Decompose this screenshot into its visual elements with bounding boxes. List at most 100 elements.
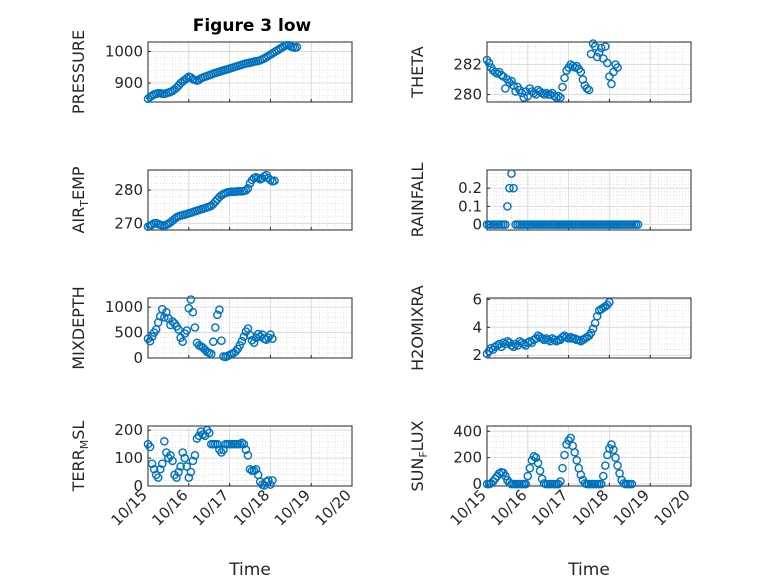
data-point <box>594 48 604 57</box>
subplot-mixdepth: 0 500 1000 MIXDEPTH <box>69 286 353 370</box>
data-point <box>253 329 263 339</box>
y-axis-label-subscript: F <box>417 451 430 457</box>
data-point <box>601 42 610 51</box>
data-point <box>204 428 214 438</box>
data-point <box>590 42 600 51</box>
data-point <box>556 93 565 102</box>
subplot-rainfall: 00.10.2 RAINFALL <box>408 163 692 237</box>
data-point <box>245 464 255 474</box>
data-point <box>496 70 506 80</box>
data-point <box>190 451 200 460</box>
data-point <box>627 479 637 489</box>
data-point <box>168 317 177 326</box>
data-point <box>531 453 541 462</box>
data-point <box>231 347 241 356</box>
data-point <box>292 42 302 52</box>
data-point <box>582 84 592 93</box>
data-point <box>178 448 187 457</box>
data-point <box>259 172 269 181</box>
data-point <box>537 334 547 343</box>
data-point <box>613 63 622 72</box>
data-point <box>556 477 565 486</box>
data-point <box>266 175 275 185</box>
data-point <box>505 183 514 193</box>
data-point <box>588 324 598 333</box>
data-point <box>586 328 596 338</box>
subplot-h2omixra: 2 4 6 H2OMIXRA <box>408 285 692 371</box>
data-point <box>609 445 618 455</box>
data-point <box>253 173 263 183</box>
data-point <box>592 52 602 62</box>
data-point <box>184 473 194 482</box>
data-point <box>507 341 516 350</box>
data-point <box>509 183 518 193</box>
data-point <box>484 58 494 68</box>
data-point <box>633 220 643 229</box>
data-point <box>611 453 620 462</box>
plot-area <box>148 42 352 102</box>
y-axis-label-main: PRESSURE <box>69 30 88 114</box>
data-point <box>172 473 181 482</box>
x-tick-label: 10/20 <box>312 486 355 529</box>
data-point <box>564 334 573 343</box>
data-point <box>157 459 167 468</box>
data-point <box>558 82 567 92</box>
y-tick-label: 200 <box>453 449 482 467</box>
y-tick-label: 0 <box>133 349 143 367</box>
x-tick-label: 10/16 <box>148 486 191 529</box>
data-point <box>237 438 247 448</box>
data-point <box>235 340 245 350</box>
x-tick-label: 10/18 <box>230 486 273 529</box>
data-point <box>521 479 531 489</box>
data-point <box>537 88 547 98</box>
data-point <box>182 74 192 83</box>
axes-frame <box>486 425 692 487</box>
data-point <box>266 330 275 339</box>
data-point <box>251 464 261 474</box>
data-point <box>552 336 561 346</box>
y-axis-label-rest: EMP <box>69 166 88 200</box>
data-point <box>550 335 559 345</box>
data-point <box>145 442 155 452</box>
data-point <box>211 323 220 332</box>
data-point <box>523 471 533 481</box>
data-point <box>507 169 516 178</box>
y-axis-label-main: THETA <box>408 46 427 98</box>
data-point <box>507 76 516 86</box>
data-point <box>213 310 222 320</box>
data-point <box>596 479 606 489</box>
axes-frame <box>486 41 692 103</box>
y-tick-label: 280 <box>114 181 143 199</box>
data-point <box>219 445 228 455</box>
data-point <box>566 433 575 443</box>
y-axis-label-main: TERR <box>69 449 88 492</box>
axes-frame <box>486 169 692 231</box>
data-point <box>243 184 253 193</box>
data-point <box>160 437 169 446</box>
data-point <box>574 335 584 345</box>
data-point <box>266 480 275 489</box>
data-point <box>576 470 586 480</box>
data-point <box>239 439 249 449</box>
data-point <box>562 332 571 342</box>
x-tick-label: 10/20 <box>651 486 694 529</box>
x-axis-label: Time <box>228 560 271 580</box>
plot-area <box>487 426 691 486</box>
x-tick-label: 10/15 <box>447 486 490 529</box>
data-point <box>194 431 204 441</box>
y-tick-label: 0 <box>472 216 482 234</box>
data-point <box>262 335 271 344</box>
data-point <box>213 439 222 449</box>
figure-title: Figure 3 low <box>193 16 312 36</box>
data-point <box>560 450 569 460</box>
y-axis-label-subscript: T <box>78 200 91 208</box>
data-point <box>217 336 226 346</box>
data-point <box>572 455 582 465</box>
data-point <box>558 332 567 342</box>
y-axis-label-rest: SL <box>69 421 88 440</box>
y-tick-label: 1000 <box>105 298 143 316</box>
y-tick-label: 6 <box>472 290 482 308</box>
